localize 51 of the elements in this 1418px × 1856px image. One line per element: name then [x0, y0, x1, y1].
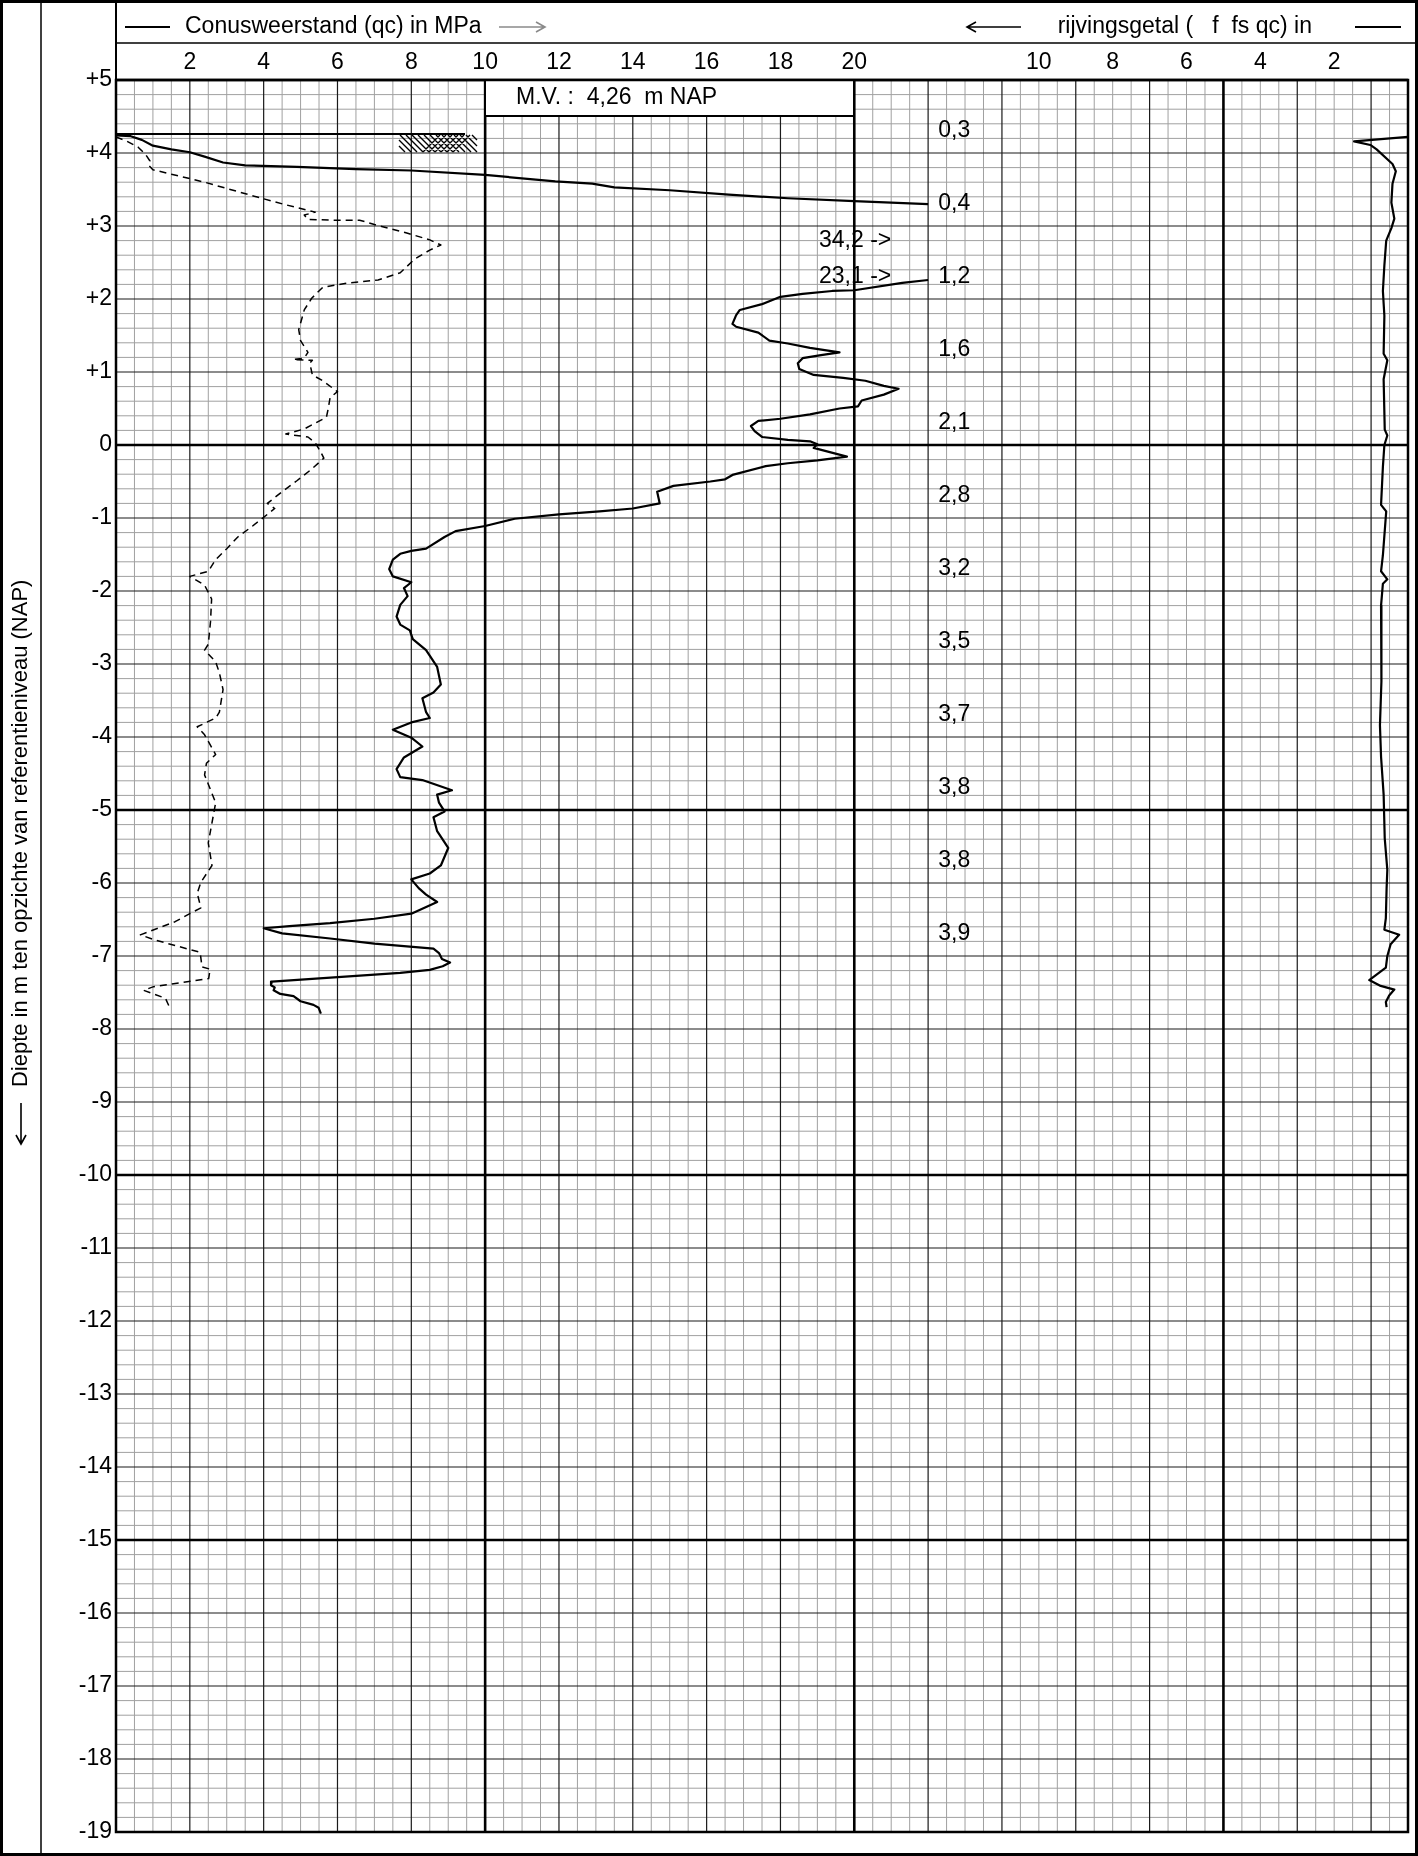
- x-tick-label: 14: [620, 48, 646, 75]
- y-tick-label: -17: [78, 1671, 112, 1698]
- y-tick-label: +4: [85, 138, 113, 165]
- x-tick-label: 20: [841, 48, 868, 75]
- x-tick-label: 8: [404, 48, 418, 75]
- annotation: 3,8: [938, 773, 971, 800]
- y-tick-label: -18: [78, 1744, 112, 1771]
- y-tick-label: -6: [91, 868, 112, 895]
- y-tick-label: +3: [85, 211, 112, 238]
- annotation: 1,2: [938, 262, 971, 289]
- annotation: 0,4: [938, 189, 971, 216]
- y-tick-label: -10: [78, 1160, 112, 1187]
- y-tick-label: +5: [85, 65, 112, 92]
- y-tick-label: -8: [91, 1014, 112, 1041]
- y-tick-label: -7: [91, 941, 112, 968]
- y-tick-label: -13: [78, 1379, 112, 1406]
- x-tick-label: 6: [331, 48, 344, 75]
- x-axis-title: Conusweerstand (qc) in MPa: [185, 12, 482, 39]
- y-tick-label: -5: [91, 795, 112, 822]
- x-tick-label: 16: [693, 48, 720, 75]
- annotation: 3,8: [938, 846, 971, 873]
- y-tick-label: -9: [91, 1087, 112, 1114]
- annotation: 3,2: [938, 554, 971, 581]
- annotation: 2,8: [938, 481, 971, 508]
- x-tick-label: 2: [183, 48, 197, 75]
- y-tick-label: -11: [80, 1233, 112, 1260]
- y-tick-label: -12: [78, 1306, 112, 1333]
- x2-axis-title: rijvingsgetal ( f fs qc) in: [1057, 12, 1312, 39]
- y-tick-label: +1: [85, 357, 112, 384]
- y-tick-label: -3: [91, 649, 112, 676]
- y-tick-label: 0: [99, 430, 112, 457]
- annotation: 3,9: [938, 919, 971, 946]
- y-tick-label: -1: [91, 503, 112, 530]
- ref-line-label: M.V. : 4,26 m NAP: [516, 83, 718, 110]
- y-tick-label: -4: [91, 722, 113, 749]
- x-tick-label: 12: [546, 48, 572, 75]
- y-tick-label: -2: [91, 576, 112, 603]
- annotation: 0,3: [938, 116, 971, 143]
- x-tick-label: 4: [257, 48, 271, 75]
- y-tick-label: -15: [78, 1525, 112, 1552]
- y-tick-label: -19: [78, 1817, 112, 1844]
- x-tick-label: 18: [767, 48, 794, 75]
- x-tick-label: 10: [472, 48, 498, 75]
- annotation: 3,7: [938, 700, 971, 727]
- y-tick-label: +2: [85, 284, 112, 311]
- y-axis-title: Diepte in m ten opzichte van referentieniveau (NAP): [7, 579, 33, 1088]
- y-tick-label: -14: [78, 1452, 113, 1479]
- annotation: 3,5: [938, 627, 971, 654]
- annotation: 2,1: [938, 408, 971, 435]
- annotation: 1,6: [938, 335, 971, 362]
- y-tick-label: -16: [78, 1598, 112, 1625]
